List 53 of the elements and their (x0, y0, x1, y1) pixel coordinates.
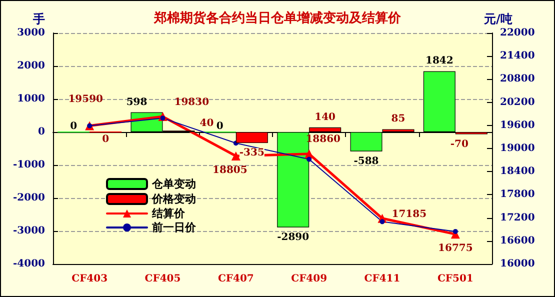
data-label: 17185 (392, 208, 427, 220)
legend-label: 前一日价 (151, 221, 197, 234)
y-axis-title: 手 (32, 12, 45, 26)
point (380, 219, 385, 224)
y2-tick-label: 16600 (500, 235, 535, 246)
data-label: 140 (314, 112, 336, 123)
y-tick-label: 3000 (17, 28, 46, 38)
data-label: 19590 (68, 94, 104, 105)
data-label: 85 (391, 114, 406, 125)
y2-tick-label: 17200 (500, 212, 535, 224)
y-tick-label: 0 (38, 126, 46, 138)
point (452, 228, 458, 234)
data-label: 0 (70, 121, 78, 132)
legend-label: 结算价 (151, 207, 186, 220)
y2-tick-label: 21400 (500, 50, 535, 62)
data-label: 40 (200, 118, 214, 129)
y2-tick-label: 17800 (500, 189, 535, 200)
data-label: 19830 (174, 97, 210, 108)
data-label: -70 (450, 138, 468, 150)
y-tick-label: -4000 (13, 258, 46, 270)
y2-tick-label: 19000 (500, 143, 535, 154)
y-tick-label: -1000 (13, 160, 46, 170)
point (231, 152, 240, 161)
x-tick-label: CF501 (437, 274, 474, 284)
y2-tick-label: 22000 (500, 28, 535, 38)
y2-tick-label: 18400 (500, 166, 535, 178)
data-label: 1842 (425, 56, 454, 67)
data-label: 0 (102, 134, 110, 145)
x-tick-label: CF411 (364, 274, 400, 284)
y2-tick-label: 20200 (500, 96, 535, 108)
data-label: -2890 (277, 232, 310, 243)
data-label: 0 (216, 121, 224, 132)
x-tick-label: CF405 (144, 274, 181, 284)
point (306, 156, 312, 162)
y2-tick-label: 16000 (500, 258, 535, 270)
data-label: -588 (354, 156, 379, 167)
y-tick-label: -3000 (13, 226, 46, 236)
y-tick-label: 2000 (17, 60, 46, 72)
x-tick-label: CF403 (72, 274, 108, 284)
y-tick-label: -2000 (13, 192, 46, 204)
x-tick-label: CF407 (218, 274, 254, 284)
legend-label: 价格变动 (151, 192, 196, 206)
data-label: 16775 (438, 243, 473, 254)
y-tick-label: 1000 (17, 94, 46, 104)
chart-title: 郑棉期货各合约当日仓单增减变动及结算价 (153, 10, 402, 26)
y2-axis-title: 元/吨 (483, 12, 512, 26)
x-tick-label: CF409 (291, 274, 328, 284)
y2-tick-label: 19600 (500, 120, 535, 131)
data-label: 18805 (212, 165, 248, 176)
legend-label: 仓单变动 (151, 178, 196, 190)
y2-tick-label: 20800 (500, 74, 535, 85)
data-label: 598 (126, 96, 148, 108)
data-label: -335 (239, 148, 264, 159)
